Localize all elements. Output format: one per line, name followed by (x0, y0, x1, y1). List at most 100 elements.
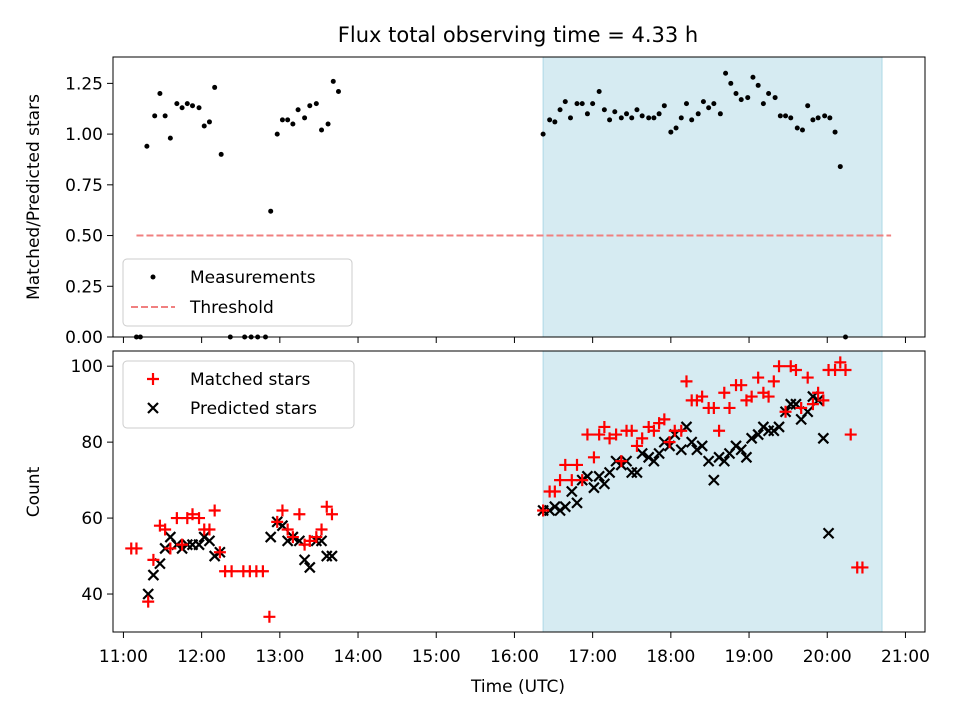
measurement-point (799, 127, 805, 133)
count-y-tick-label: 40 (81, 585, 103, 605)
measurement-point (745, 95, 751, 101)
matched-star-point (142, 595, 155, 608)
matched-star-point (130, 542, 143, 555)
predicted-star-point (822, 527, 835, 540)
matched-star-point (193, 512, 206, 525)
measurement-point (552, 119, 558, 125)
measurement-point (144, 143, 150, 149)
matched-star-point (723, 401, 736, 414)
measurement-point (319, 127, 325, 133)
predicted-star-point (636, 447, 648, 460)
measurement-point (196, 105, 202, 111)
x-tick-label: 13:00 (255, 647, 304, 667)
matched-star-point (320, 500, 333, 513)
measurement-point (313, 101, 319, 107)
measurement-point (579, 101, 585, 107)
predicted-star-point (745, 432, 758, 445)
measurement-point (624, 111, 630, 117)
count-observing-window-shade (542, 350, 883, 633)
matched-star-point (752, 371, 765, 384)
matched-star-point (147, 553, 160, 566)
matched-star-point (856, 561, 869, 574)
x-tick-label: 12:00 (177, 647, 226, 667)
matched-star-point (658, 413, 671, 426)
ratio-panel: 0.00 0.25 0.50 0.75 1.00 1.25 Matched/Predict… (24, 56, 926, 348)
matched-star-point (647, 424, 660, 437)
matched-star-point (548, 485, 561, 498)
predicted-star-point (631, 466, 643, 479)
matched-star-point (598, 420, 611, 433)
ratio-y-tick-label: 0.25 (65, 277, 103, 297)
measurement-point (678, 115, 684, 121)
matched-star-point (186, 508, 199, 521)
count-y-axis-label: Count (24, 466, 44, 517)
predicted-star-point (817, 432, 830, 445)
matched-star-point (779, 405, 792, 418)
predicted-star-point (685, 436, 698, 448)
measurement-point (695, 111, 701, 117)
measurement-point (152, 113, 158, 119)
predicted-star-point (566, 485, 578, 498)
measurement-point (794, 125, 800, 131)
predicted-star-point (559, 500, 572, 513)
count-y-tick-label: 100 (71, 357, 103, 377)
matched-star-point (745, 390, 758, 403)
count-axes-frame (112, 350, 926, 633)
predicted-star-point (675, 443, 688, 456)
measurement-point (325, 121, 331, 127)
matched-star-point (213, 546, 226, 559)
x-tick-label: 11:00 (99, 647, 148, 667)
predicted-star-point (702, 455, 715, 467)
measurement-point (777, 113, 783, 119)
measurement-point (601, 107, 607, 113)
measurement-point (162, 113, 168, 119)
predicted-star-point (203, 535, 216, 547)
predicted-star-point (593, 470, 605, 483)
measurement-point (651, 115, 657, 121)
measurements-legend-label: Measurements (190, 268, 316, 288)
measurement-point (788, 115, 794, 121)
ratio-y-ticks: 0.00 0.25 0.50 0.75 1.00 1.25 (65, 74, 113, 348)
measurement-point (206, 119, 212, 125)
count-legend: Matched stars Predicted stars (122, 360, 355, 429)
matched-star-point (281, 523, 294, 536)
measurement-point (772, 95, 778, 101)
matched-star-point (675, 424, 688, 437)
measurements-legend-marker (150, 274, 156, 280)
predicted-star-point (571, 497, 583, 509)
x-tick-label: 17:00 (568, 647, 617, 667)
matched-star-point (735, 379, 748, 392)
predicted-legend-marker (147, 402, 159, 414)
matched-star-point (164, 542, 177, 555)
predicted-star-point (740, 451, 753, 464)
matched-legend-label: Matched stars (190, 370, 310, 390)
count-x-ticks: 11:00 12:00 13:00 14:00 15:00 16:00 17:00 18:00… (99, 632, 930, 667)
matched-star-point (806, 398, 819, 411)
matched-star-point (170, 512, 183, 525)
measurement-point (268, 208, 274, 214)
matched-star-point (293, 508, 306, 521)
predicted-star-point (147, 569, 160, 581)
matched-star-point (713, 424, 726, 437)
matched-star-point (315, 523, 328, 536)
ratio-legend: Measurements Threshold (122, 258, 353, 327)
measurement-point (646, 115, 652, 121)
measurement-point (832, 129, 838, 135)
measurement-point (700, 99, 706, 105)
ratio-axes-frame (112, 56, 926, 338)
count-legend-box (122, 360, 355, 429)
matched-star-point (773, 360, 786, 373)
matched-star-point (817, 394, 830, 407)
ratio-y-tick-label: 0.00 (65, 328, 103, 348)
measurement-point (815, 115, 821, 121)
x-tick-label: 18:00 (646, 647, 695, 667)
matched-star-point (565, 474, 578, 487)
ratio-x-ticks (122, 337, 906, 343)
measurement-point (668, 129, 674, 135)
matched-star-point (303, 534, 316, 547)
matched-star-point (325, 508, 338, 521)
matched-star-point (537, 504, 550, 517)
measurement-point (279, 117, 285, 123)
matched-star-point (310, 531, 323, 544)
